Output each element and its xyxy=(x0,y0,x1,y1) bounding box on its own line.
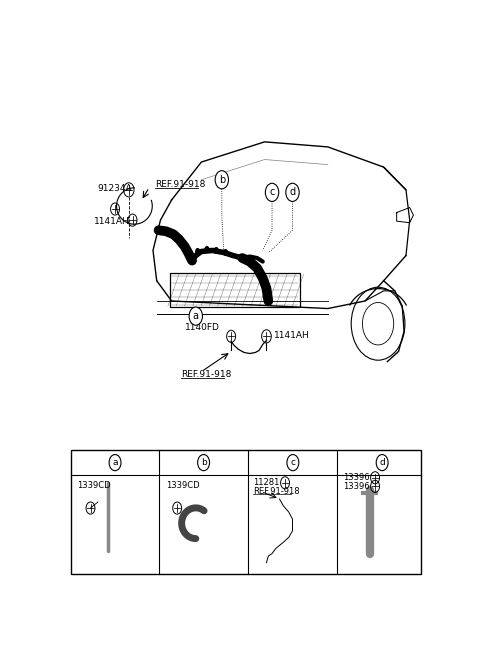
Circle shape xyxy=(214,247,219,254)
Text: 1141AH: 1141AH xyxy=(274,331,310,340)
Text: d: d xyxy=(379,458,385,467)
Circle shape xyxy=(215,171,228,189)
Text: REF.91-918: REF.91-918 xyxy=(155,180,205,190)
Circle shape xyxy=(286,183,299,201)
Circle shape xyxy=(198,455,210,471)
Circle shape xyxy=(195,248,200,255)
Text: c: c xyxy=(269,188,275,197)
Text: 11281: 11281 xyxy=(253,478,280,487)
Circle shape xyxy=(265,183,279,201)
Circle shape xyxy=(189,307,203,325)
Circle shape xyxy=(204,246,210,253)
Text: b: b xyxy=(219,174,225,185)
Bar xyxy=(170,273,300,307)
Circle shape xyxy=(376,455,388,471)
Text: 1140FD: 1140FD xyxy=(185,323,220,333)
Text: 13396: 13396 xyxy=(343,473,369,482)
Text: d: d xyxy=(289,188,296,197)
Text: 91234A: 91234A xyxy=(97,184,132,194)
Text: REF.91-918: REF.91-918 xyxy=(253,487,300,496)
Text: a: a xyxy=(112,458,118,467)
Circle shape xyxy=(287,455,299,471)
Text: 1141AH: 1141AH xyxy=(94,216,129,226)
Text: REF.91-918: REF.91-918 xyxy=(181,370,231,379)
Circle shape xyxy=(109,455,121,471)
Text: 1339CD: 1339CD xyxy=(77,481,110,490)
Text: c: c xyxy=(290,458,295,467)
Circle shape xyxy=(223,249,228,256)
Bar xyxy=(71,450,421,574)
Text: 13396: 13396 xyxy=(343,482,369,491)
Text: 1339CD: 1339CD xyxy=(166,481,200,490)
Text: b: b xyxy=(201,458,206,467)
Text: a: a xyxy=(193,311,199,321)
